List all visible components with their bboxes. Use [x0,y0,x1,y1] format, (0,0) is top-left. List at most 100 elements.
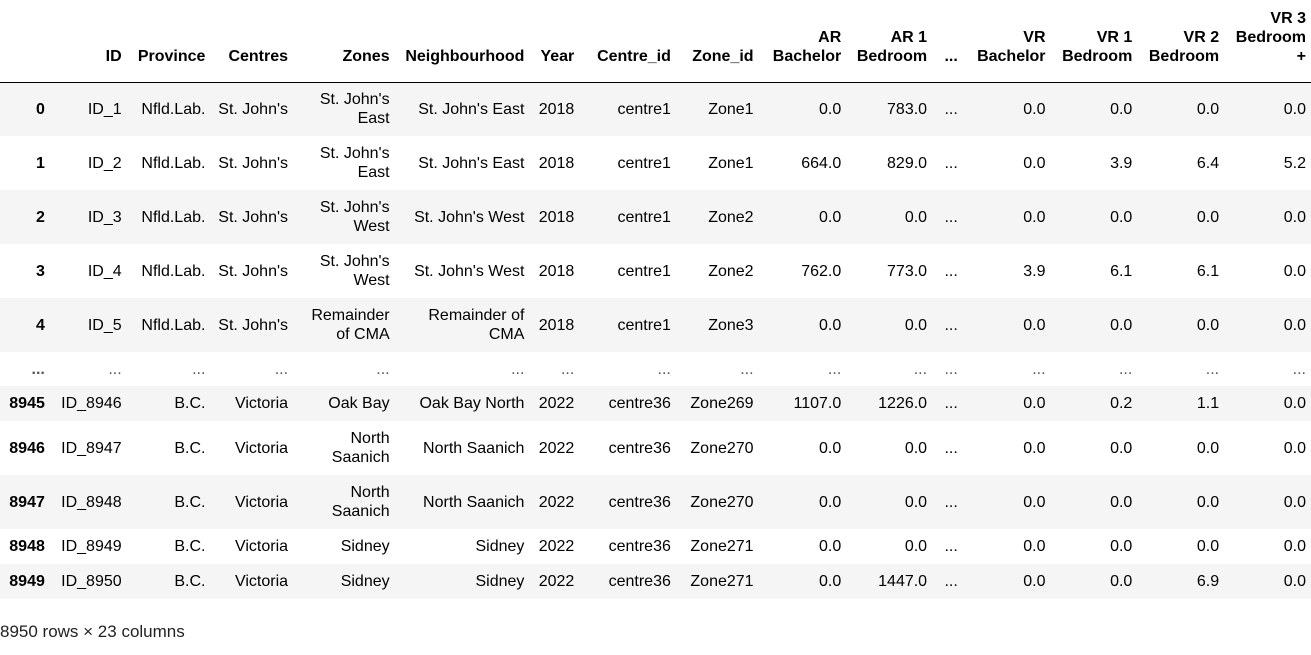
table-row: 2 ID_3 Nfld.Lab. St. John's St. John's West S… [0,190,1311,244]
column-header: Centres [210,0,294,83]
table-row: 8945 ID_8946 B.C. Victoria Oak Bay Oak Bay No… [0,386,1311,421]
table-cell: 0.0 [904,439,928,457]
table-cell: 0.0 [904,538,928,555]
table-cell: 0.0 [1283,573,1306,590]
table-cell: Zone270 [690,493,754,511]
table-cell: 0.0 [1110,493,1133,511]
table-cell: centre36 [608,573,671,590]
table-cell: 0.0 [1283,395,1306,412]
column-header: Province [126,0,211,83]
table-cell: Zone2 [708,262,754,280]
table-cell: centre36 [608,439,671,457]
table-cell: 0.0 [904,316,928,334]
table-cell: Victoria [234,493,289,511]
table-cell: 6.9 [1196,573,1220,590]
table-cell: St. John's East [319,145,390,181]
table-cell: centre1 [617,154,671,172]
table-cell: Zone269 [690,395,754,412]
table-cell: Victoria [234,395,289,412]
table-header: ID Province Centres Zones Neighbourhood Year C… [0,0,1311,83]
row-index: 1 [35,154,45,172]
table-cell: centre1 [617,316,671,334]
table-cell: St. John's West [414,262,525,280]
table-cell: 0.0 [1196,538,1220,555]
row-index: 0 [35,100,45,118]
row-index: 4 [35,316,45,334]
table-cell: ... [1118,360,1133,378]
table-cell: B.C. [174,538,206,555]
table-cell: St. John's West [414,208,525,226]
table-cell: 0.0 [819,439,842,457]
table-cell: St. John's [218,154,289,172]
column-header: AR 1 Bedroom [846,0,933,83]
table-cell: B.C. [174,439,206,457]
table-cell: 6.1 [1196,262,1220,280]
table-body: 0 ID_1 Nfld.Lab. St. John's St. John's East S… [0,82,1311,599]
table-cell: St. John's East [418,154,525,172]
table-cell: Nfld.Lab. [141,316,206,334]
table-cell: 0.0 [1023,100,1046,118]
table-cell: 829.0 [887,154,928,172]
table-cell: 2018 [538,154,575,172]
column-header: Year [529,0,580,83]
row-index: 3 [35,262,45,280]
table-cell: Zone1 [708,154,754,172]
table-cell: centre36 [608,395,671,412]
table-cell: B.C. [174,573,206,590]
table-cell: 0.0 [1283,439,1306,457]
table-cell: Nfld.Lab. [141,208,206,226]
table-cell: Sidney [340,573,390,590]
table-cell: St. John's [218,208,289,226]
table-cell: St. John's [218,316,289,334]
table-cell: 664.0 [801,154,842,172]
table-cell: centre1 [617,208,671,226]
table-cell: North Saanich [423,493,525,511]
column-header: Zone_id [675,0,759,83]
table-cell: 0.0 [1110,538,1133,555]
table-cell: 5.2 [1283,154,1306,172]
table-cell: North Saanich [331,430,390,466]
table-cell: St. John's East [418,100,525,118]
table-cell: ID_8946 [61,395,122,412]
table-cell: Sidney [340,538,390,555]
table-cell: 0.0 [1110,573,1133,590]
table-cell: centre1 [617,262,671,280]
table-row: 8946 ID_8947 B.C. Victoria North Saanich Nort… [0,421,1311,475]
table-cell: 0.0 [1196,100,1220,118]
table-cell: Zone2 [708,208,754,226]
table-cell: 0.0 [819,573,842,590]
table-cell: ... [108,360,122,378]
table-cell: 0.0 [904,208,928,226]
table-cell: ... [192,360,206,378]
column-header: Neighbourhood [394,0,530,83]
column-header: VR 2 Bedroom [1137,0,1225,83]
table-cell: Zone3 [708,316,754,334]
column-header: VR 3 Bedroom + [1224,0,1311,83]
table-cell: ... [827,360,842,378]
table-cell: 783.0 [887,100,928,118]
table-cell: ... [1205,360,1220,378]
table-cell: ... [376,360,390,378]
table-cell: St. John's East [319,91,390,128]
table-cell: 0.0 [1023,395,1046,412]
table-cell: 6.1 [1110,262,1133,280]
row-index: 8946 [9,439,45,457]
table-cell: 0.0 [1023,439,1046,457]
table-row: 8948 ID_8949 B.C. Victoria Sidney Sidney 2022 c… [0,529,1311,564]
table-cell: 1226.0 [878,395,928,412]
table-cell: 0.0 [819,493,842,511]
column-header: VR 1 Bedroom [1050,0,1138,83]
row-index: 2 [35,208,45,226]
table-cell: ... [274,360,289,378]
table-cell: Victoria [234,573,289,590]
table-cell: 0.0 [1110,100,1133,118]
table-cell: ... [944,573,958,590]
row-index: 8945 [9,395,45,412]
table-cell: ... [560,360,575,378]
table-cell: 0.0 [819,538,842,555]
table-cell: 2018 [538,100,575,118]
table-cell: 0.0 [1196,493,1220,511]
table-cell: 1107.0 [793,395,842,412]
table-cell: ... [944,360,958,378]
table-cell: 0.0 [1196,439,1220,457]
